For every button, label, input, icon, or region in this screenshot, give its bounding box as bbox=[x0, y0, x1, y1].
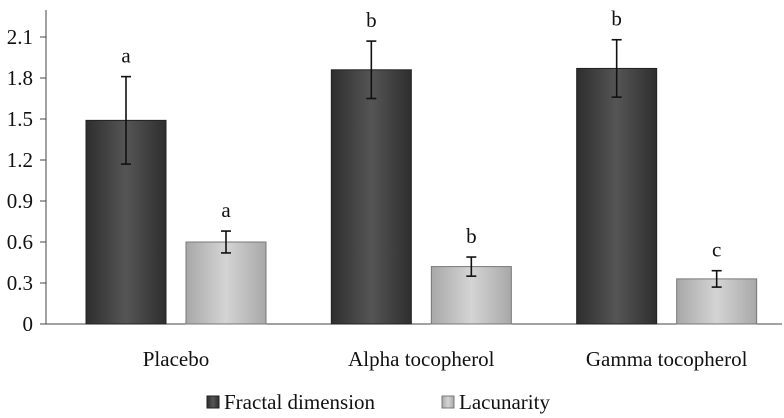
y-tick-label: 1.2 bbox=[7, 148, 33, 172]
x-category-label: Gamma tocopherol bbox=[586, 347, 748, 371]
y-tick-label: 2.1 bbox=[7, 25, 33, 49]
legend-swatch-fractal-dimension bbox=[206, 395, 220, 409]
legend: Fractal dimension Lacunarity bbox=[206, 390, 550, 414]
legend-swatch-lacunarity bbox=[441, 395, 455, 409]
significance-label: b bbox=[366, 8, 377, 32]
y-tick-label: 0.9 bbox=[7, 189, 33, 213]
bar-fractal-dimension bbox=[576, 67, 658, 325]
legend-label: Lacunarity bbox=[459, 390, 550, 414]
significance-label: b bbox=[466, 224, 477, 248]
bars: a a b b b c bbox=[85, 7, 758, 325]
significance-label: c bbox=[712, 238, 721, 262]
x-category-label: Placebo bbox=[143, 347, 209, 371]
y-tick-label: 1.8 bbox=[7, 66, 33, 90]
legend-label: Fractal dimension bbox=[224, 390, 376, 414]
y-tick-label: 0.3 bbox=[7, 271, 33, 295]
significance-label: a bbox=[221, 198, 231, 222]
y-tick-label: 0 bbox=[23, 312, 34, 336]
x-category-label: Alpha tocopherol bbox=[348, 347, 495, 371]
y-tick-label: 1.5 bbox=[7, 107, 33, 131]
y-tick-label: 0.6 bbox=[7, 230, 33, 254]
bar-fractal-dimension bbox=[330, 69, 412, 325]
axes bbox=[45, 10, 782, 325]
bar-lacunarity bbox=[185, 241, 267, 325]
significance-label: a bbox=[121, 44, 131, 68]
significance-label: b bbox=[611, 7, 622, 31]
x-labels: Placebo Alpha tocopherol Gamma tocopherol bbox=[143, 347, 748, 371]
y-ticks: 0 0.3 0.6 0.9 1.2 1.5 1.8 2.1 bbox=[7, 25, 46, 336]
